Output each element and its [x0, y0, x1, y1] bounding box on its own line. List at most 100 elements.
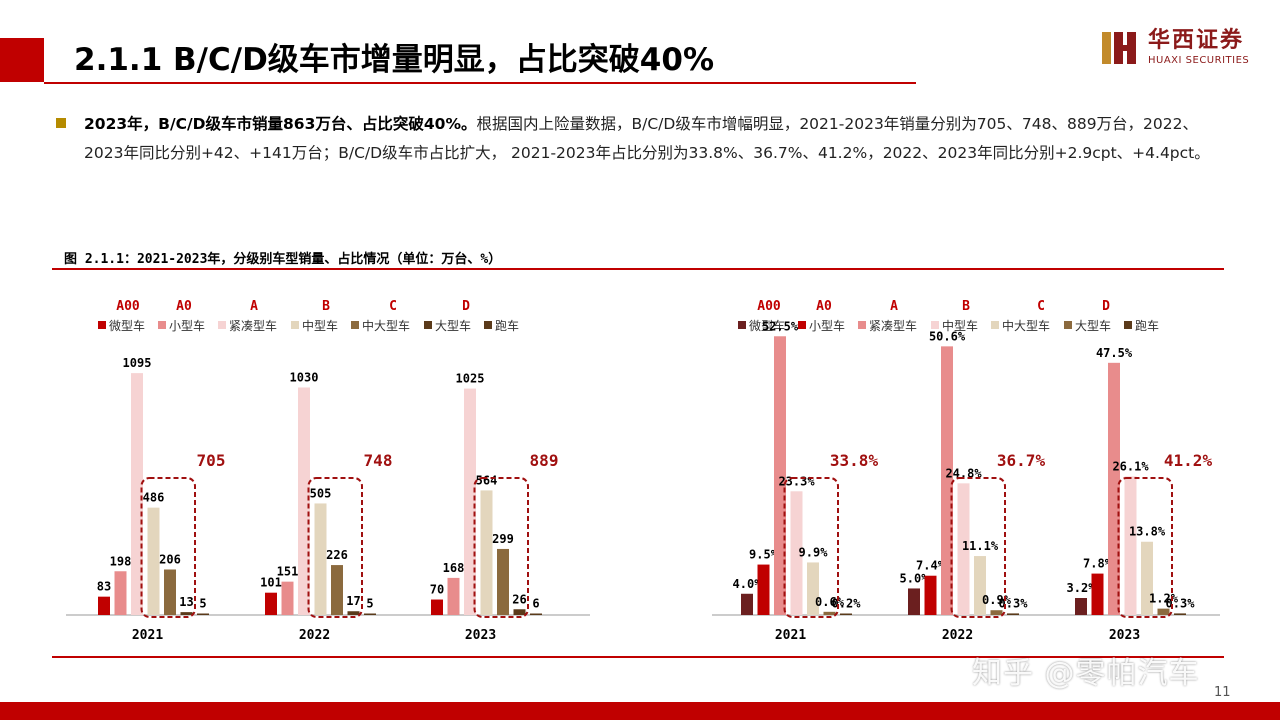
share-data-label: 5.0%: [900, 571, 930, 585]
vol-bar: [364, 613, 376, 615]
vol-data-label: 5: [366, 597, 373, 611]
share-bar: [840, 613, 852, 615]
vol-bar: [147, 507, 160, 615]
share-highlight-total: 41.2%: [1164, 451, 1213, 470]
share-legend-swatch: [798, 321, 806, 329]
vol-x-tick-label: 2021: [132, 628, 163, 643]
vol-data-label: 1095: [123, 356, 152, 370]
share-data-label: 24.8%: [945, 466, 982, 480]
vol-bar: [197, 613, 209, 615]
vol-bar: [131, 373, 143, 615]
vol-bar: [281, 581, 294, 615]
vol-data-label: 486: [143, 491, 165, 505]
share-legend-label: 微型车: [749, 318, 785, 333]
share-legend-swatch: [1064, 321, 1072, 329]
vol-legend-swatch: [158, 321, 166, 329]
vol-data-label: 564: [476, 473, 498, 487]
share-highlight-total: 33.8%: [830, 451, 879, 470]
share-legend-swatch: [858, 321, 866, 329]
vol-legend-label: 紧凑型车: [229, 318, 277, 333]
share-bar: [807, 562, 819, 615]
share-data-label: 50.6%: [929, 329, 966, 343]
share-bar: [1157, 608, 1170, 615]
share-legend-label: 紧凑型车: [869, 318, 917, 333]
share-class-label: C: [1037, 299, 1045, 314]
vol-data-label: 26: [512, 592, 526, 606]
vol-bar: [114, 571, 127, 615]
vol-data-label: 299: [492, 532, 514, 546]
vol-legend-label: 微型车: [109, 318, 145, 333]
huaxi-logo-icon: [1102, 32, 1136, 64]
share-legend-label: 中型车: [942, 318, 978, 333]
bottom-divider: [52, 656, 1224, 658]
share-bar: [823, 611, 836, 615]
share-bar: [990, 610, 1003, 615]
share-bar: [1091, 573, 1104, 615]
vol-data-label: 1025: [456, 372, 485, 386]
share-data-label: 0.2%: [832, 597, 862, 611]
share-bar: [1141, 541, 1153, 615]
vol-data-label: 1030: [290, 370, 319, 384]
vol-legend-swatch: [291, 321, 299, 329]
vol-highlight-box: [307, 477, 363, 618]
vol-x-tick-label: 2022: [299, 628, 330, 643]
vol-data-label: 198: [110, 554, 132, 568]
company-logo: 华西证券 HUAXI SECURITIES: [1100, 28, 1260, 70]
share-data-label: 11.1%: [962, 539, 999, 553]
vol-data-label: 505: [310, 486, 332, 500]
share-bar: [941, 346, 953, 615]
watermark: 知乎 @零帕汽车: [972, 656, 1200, 691]
vol-data-label: 206: [159, 552, 181, 566]
share-bar: [1108, 362, 1120, 615]
share-highlight-box: [1117, 477, 1173, 618]
share-class-label: B: [962, 299, 970, 314]
figure-divider: [52, 268, 1224, 270]
share-legend-swatch: [1124, 321, 1132, 329]
vol-highlight-box: [140, 477, 196, 618]
vol-legend-swatch: [351, 321, 359, 329]
vol-bar: [480, 490, 493, 615]
vol-class-label: A: [250, 299, 258, 314]
share-x-tick-label: 2022: [942, 628, 973, 643]
vol-data-label: 83: [97, 580, 111, 594]
share-legend-label: 小型车: [809, 318, 845, 333]
vol-x-tick-label: 2023: [465, 628, 496, 643]
figure-caption: 图 2.1.1：2021-2023年，分级别车型销量、占比情况（单位：万台、%）: [64, 252, 502, 267]
vol-legend-label: 中大型车: [362, 318, 410, 333]
vol-legend-label: 小型车: [169, 318, 205, 333]
share-class-label: D: [1102, 299, 1110, 314]
share-highlight-box: [783, 477, 839, 618]
share-highlight-box: [950, 477, 1006, 618]
vol-data-label: 13: [179, 595, 193, 609]
share-data-label: 0.3%: [1166, 596, 1196, 610]
vol-bar: [431, 599, 443, 615]
share-bar: [774, 336, 786, 615]
vol-bar: [98, 596, 110, 615]
vol-legend-swatch: [424, 321, 432, 329]
vol-legend-label: 中型车: [302, 318, 338, 333]
vol-legend-swatch: [484, 321, 492, 329]
vol-data-label: 70: [430, 583, 444, 597]
summary-body: 根据国内上险量数据，B/C/D级车市增幅明显，2021-2023年销量分别为70…: [84, 115, 1210, 162]
vol-legend-label: 跑车: [495, 318, 519, 333]
vol-bar: [180, 612, 193, 615]
share-percentage-chart: A00 A0 A B C D 微型车 小型车 紧凑型车 中型车 中大型车 大型车 跑车 4.0% 9.5% 5…: [712, 299, 1220, 643]
share-legend-label: 跑车: [1135, 318, 1159, 333]
vol-data-label: 101: [260, 576, 282, 590]
share-bar: [790, 491, 803, 615]
share-class-label: A00: [757, 299, 781, 314]
vol-legend-swatch: [98, 321, 106, 329]
share-bar: [908, 588, 920, 615]
vol-bar: [447, 577, 460, 615]
vol-class-label: B: [322, 299, 330, 314]
share-data-label: 1.2%: [1149, 592, 1179, 606]
summary-paragraph: 2023年，B/C/D级车市销量863万台、占比突破40%。根据国内上险量数据，…: [84, 110, 1214, 168]
share-highlight-total: 36.7%: [997, 451, 1046, 470]
vol-highlight-box: [473, 477, 529, 618]
share-bar: [1075, 598, 1087, 615]
vol-bar: [530, 613, 542, 615]
vol-bar: [464, 388, 476, 615]
share-data-label: 9.9%: [799, 545, 829, 559]
vol-bar: [298, 387, 310, 615]
page-title: 2.1.1 B/C/D级车市增量明显，占比突破40%: [74, 42, 715, 78]
